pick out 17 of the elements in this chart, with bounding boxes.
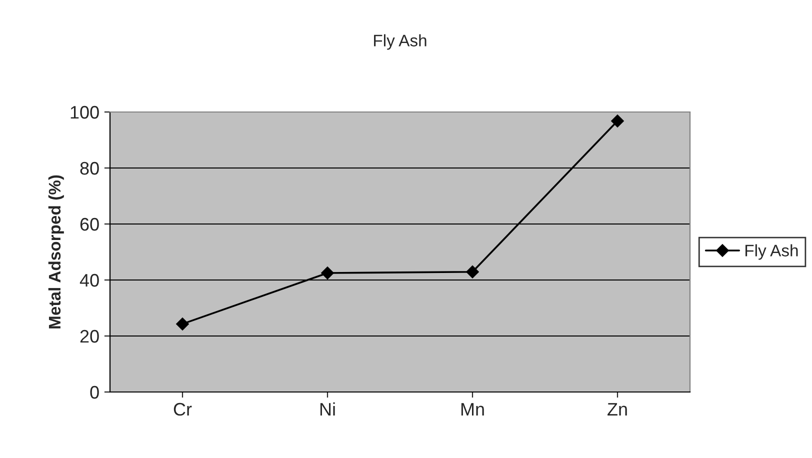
x-tick-label: Zn <box>608 403 627 416</box>
point <box>176 318 189 330</box>
legend-label: Fly Ash <box>746 244 798 260</box>
y-axis-title: Metal Adsorped (%) <box>48 175 64 328</box>
y-tick-label: 100 <box>70 106 99 119</box>
x-tick-label: Ni <box>320 402 335 416</box>
y-tick-label: 60 <box>80 218 99 231</box>
point <box>466 265 479 278</box>
y-tick-label: 0 <box>90 386 99 399</box>
y-tick-label: 80 <box>80 162 99 175</box>
point <box>611 114 624 128</box>
chart-title: Fly Ash <box>374 34 426 50</box>
y-tick-label: 40 <box>80 274 99 287</box>
x-tick-label: Cr <box>174 402 192 416</box>
y-tick-label: 20 <box>80 330 99 343</box>
point <box>321 266 334 280</box>
x-tick-label: Mn <box>461 403 484 416</box>
